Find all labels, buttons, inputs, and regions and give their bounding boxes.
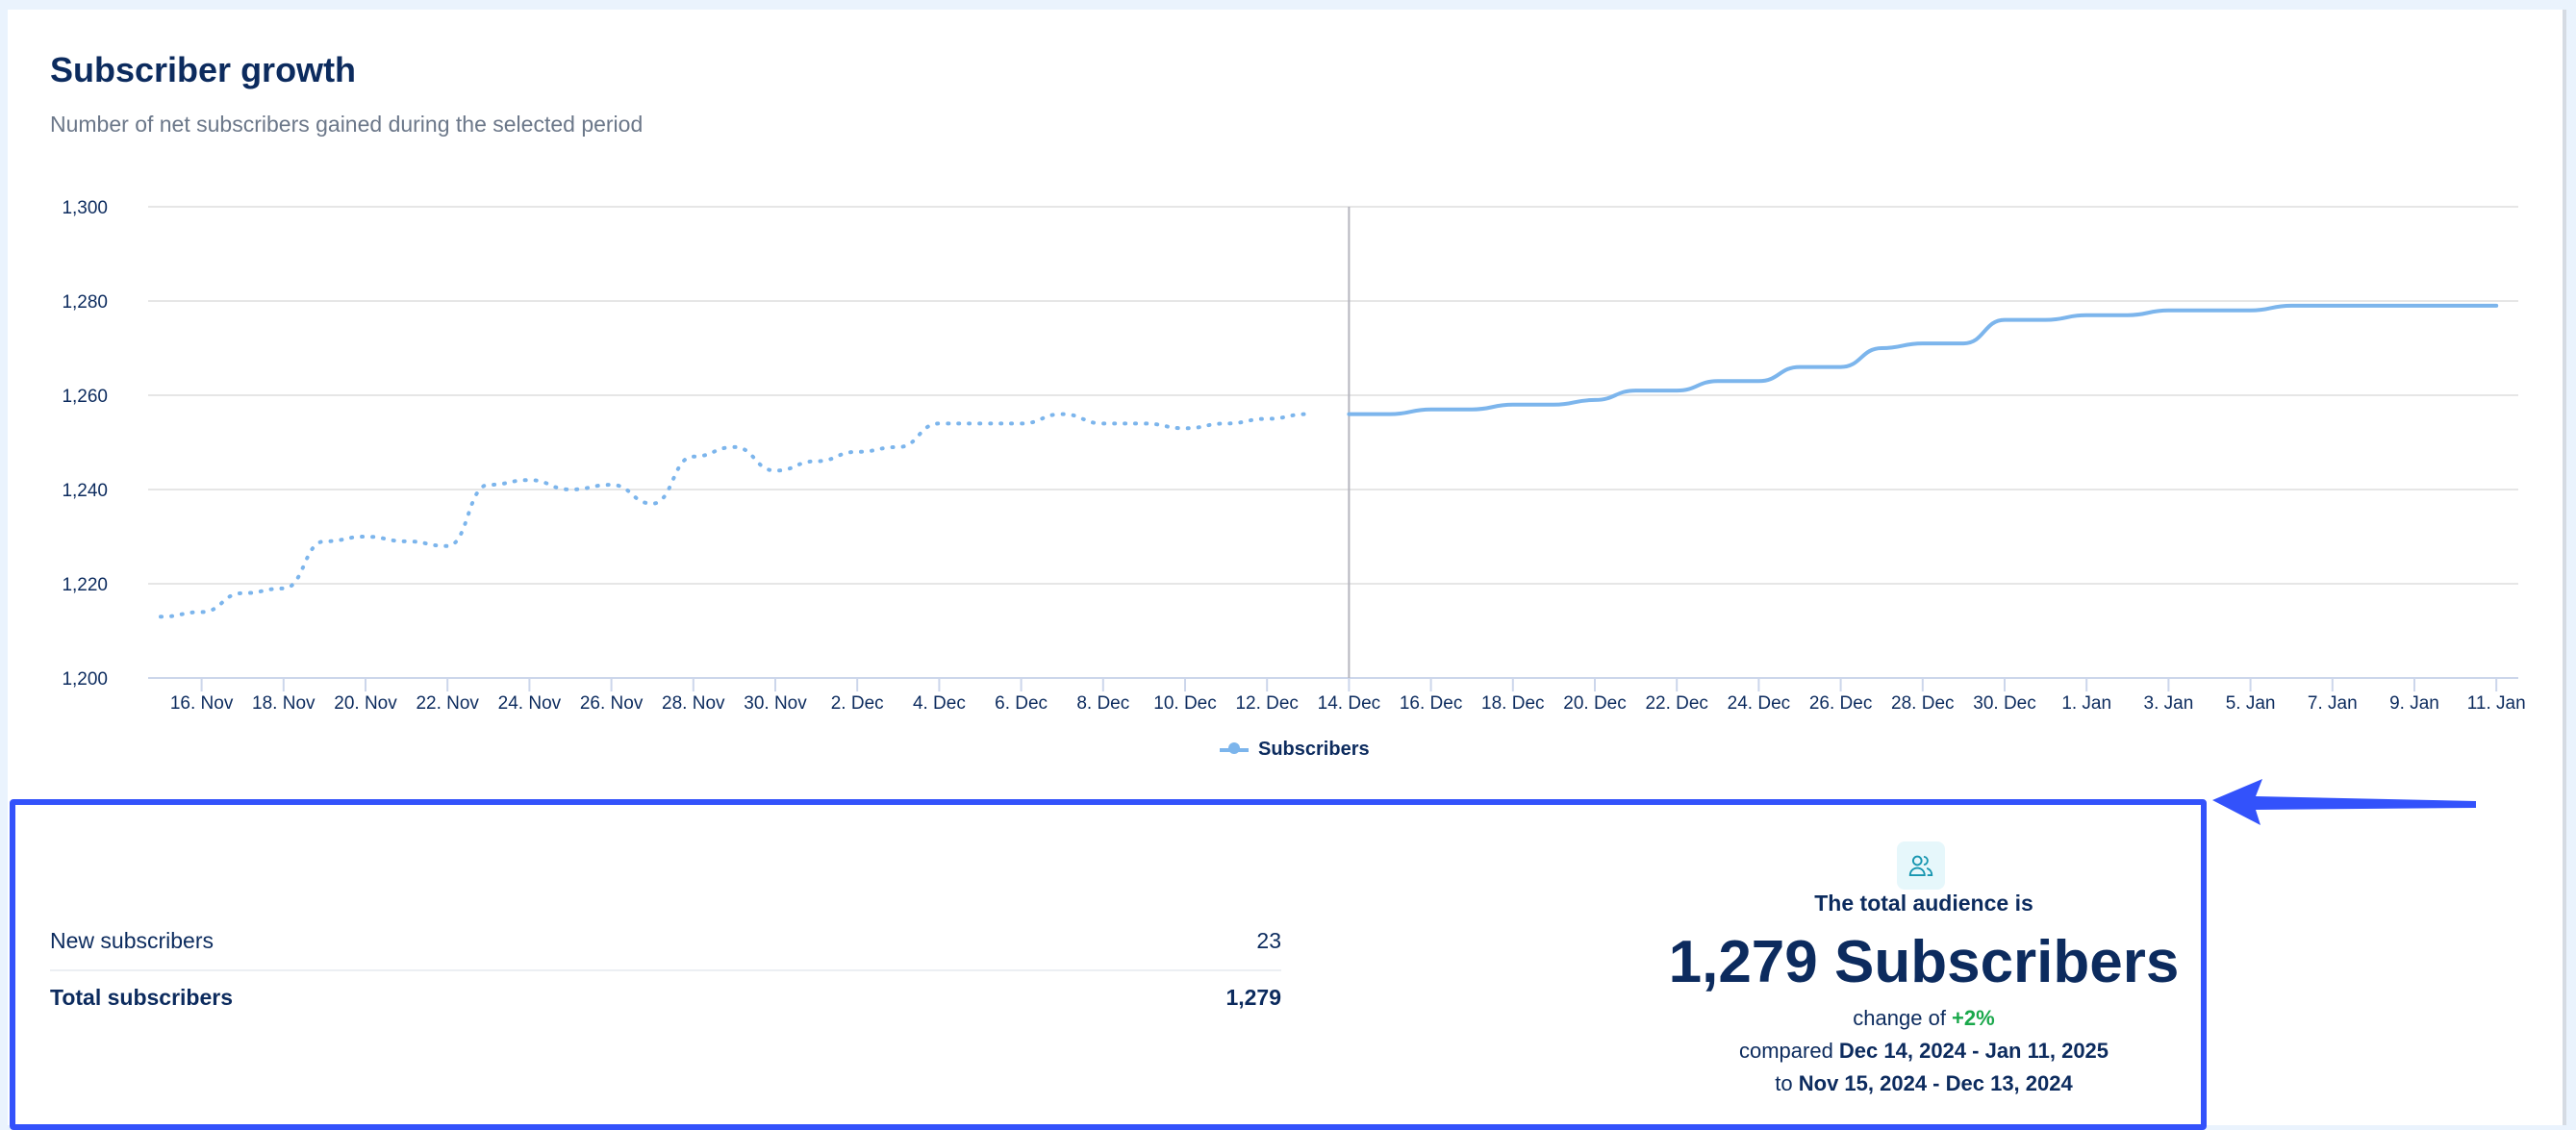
stat-row-total-subscribers: Total subscribers 1,279 [50,985,1281,1011]
page-subtitle: Number of net subscribers gained during … [50,112,644,137]
series-line-previous-period [159,412,1310,619]
x-tick-label: 8. Dec [1076,693,1129,714]
x-tick-label: 28. Nov [662,693,725,714]
y-tick-label: 1,300 [62,198,108,218]
summary-label: The total audience is [1814,891,2033,916]
x-tick-label: 14. Dec [1318,693,1380,714]
x-tick-label: 20. Nov [334,693,397,714]
x-tick-label: 2. Dec [831,693,884,714]
change-value: +2% [1952,1006,1995,1030]
stat-row-new-subscribers: New subscribers 23 [50,928,1281,954]
compared-range-text: compared Dec 14, 2024 - Jan 11, 2025 [1539,1039,2309,1064]
x-tick-label: 4. Dec [913,693,966,714]
x-tick-label: 20. Dec [1563,693,1626,714]
x-tick-label: 11. Jan [2467,693,2526,714]
x-tick-label: 10. Dec [1153,693,1216,714]
x-tick-label: 5. Jan [2226,693,2276,714]
x-tick-label: 7. Jan [2308,693,2358,714]
total-audience-value: 1,279 Subscribers [1668,929,2180,995]
x-tick-label: 18. Dec [1481,693,1544,714]
stat-value: 23 [1256,928,1281,953]
x-tick-label: 3. Jan [2144,693,2194,714]
users-icon [1897,841,1945,890]
previous-range: Nov 15, 2024 - Dec 13, 2024 [1798,1071,2073,1095]
series-line-subscribers [1347,303,2499,416]
stat-label: Total subscribers [50,985,234,1010]
subscriber-growth-card [8,10,2566,1125]
y-tick-label: 1,200 [62,669,108,690]
x-tick-label: 24. Nov [498,693,562,714]
compared-range: Dec 14, 2024 - Jan 11, 2025 [1838,1039,2109,1063]
y-tick-label: 1,220 [62,575,108,595]
x-tick-label: 18. Nov [252,693,316,714]
to-prefix: to [1775,1071,1799,1095]
x-tick-label: 16. Dec [1400,693,1462,714]
change-text: change of +2% [1539,1006,2309,1031]
y-tick-label: 1,260 [62,387,108,407]
change-prefix: change of [1853,1006,1953,1030]
x-tick-label: 22. Dec [1645,693,1707,714]
legend-label: Subscribers [1258,739,1370,760]
x-tick-label: 26. Dec [1809,693,1872,714]
x-tick-label: 16. Nov [170,693,234,714]
x-tick-label: 28. Dec [1891,693,1954,714]
x-tick-label: 6. Dec [995,693,1048,714]
page-title: Subscriber growth [50,50,357,89]
previous-range-text: to Nov 15, 2024 - Dec 13, 2024 [1539,1071,2309,1096]
legend-item-subscribers[interactable]: Subscribers [1220,739,1370,761]
subscriber-line-chart: 1,200 1,220 1,240 1,260 1,280 1,300 16. Nov 18.… [62,198,2526,714]
x-tick-label: 24. Dec [1728,693,1790,714]
y-tick-label: 1,240 [62,481,108,501]
divider [50,969,1281,971]
y-tick-label: 1,280 [62,292,108,313]
x-tick-label: 12. Dec [1235,693,1298,714]
x-tick-label: 30. Dec [1973,693,2035,714]
stat-label: New subscribers [50,928,214,953]
highlight-box [10,799,2207,1130]
stat-value: 1,279 [1225,985,1281,1010]
x-tick-label: 22. Nov [416,693,479,714]
x-tick-label: 30. Nov [744,693,807,714]
legend-swatch [1220,741,1249,754]
x-tick-label: 1. Jan [2061,693,2111,714]
x-tick-label: 26. Nov [580,693,644,714]
compared-prefix: compared [1738,1039,1839,1063]
x-tick-label: 9. Jan [2389,693,2439,714]
